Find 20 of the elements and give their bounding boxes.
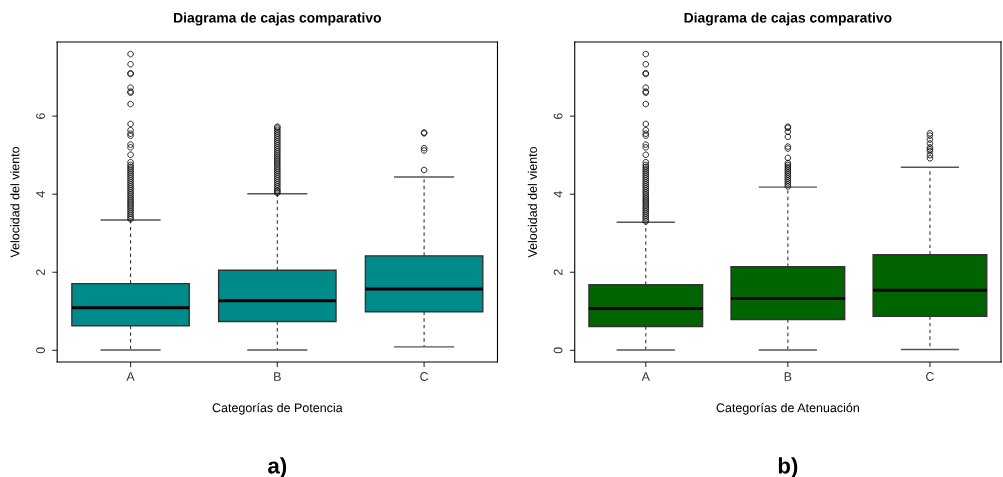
- y-axis-title: Velocidad del viento: [527, 146, 537, 258]
- chart-title: Diagrama de cajas comparativo: [174, 12, 382, 26]
- y-tick-label: 6: [36, 113, 45, 119]
- y-tick-label: 0: [553, 347, 563, 354]
- x-tick-label: C: [926, 372, 934, 381]
- y-tick-label: 2: [553, 269, 563, 276]
- y-tick-label: 2: [36, 269, 45, 276]
- x-tick-label: B: [784, 372, 792, 381]
- x-tick-label: B: [274, 372, 281, 381]
- y-tick-label: 0: [36, 347, 45, 354]
- y-tick-label: 4: [36, 191, 45, 198]
- x-axis-title: Categorías de Atenuación: [716, 402, 859, 415]
- x-tick-label: C: [420, 372, 429, 381]
- y-tick-label: 6: [553, 113, 563, 119]
- x-tick-label: A: [126, 372, 135, 381]
- x-axis-title: Categorías de Potencia: [212, 402, 343, 415]
- chart-title: Diagrama de cajas comparativo: [684, 12, 892, 26]
- x-tick-label: A: [641, 372, 650, 381]
- y-axis-title: Velocidad del viento: [10, 146, 20, 258]
- y-tick-label: 4: [553, 191, 563, 198]
